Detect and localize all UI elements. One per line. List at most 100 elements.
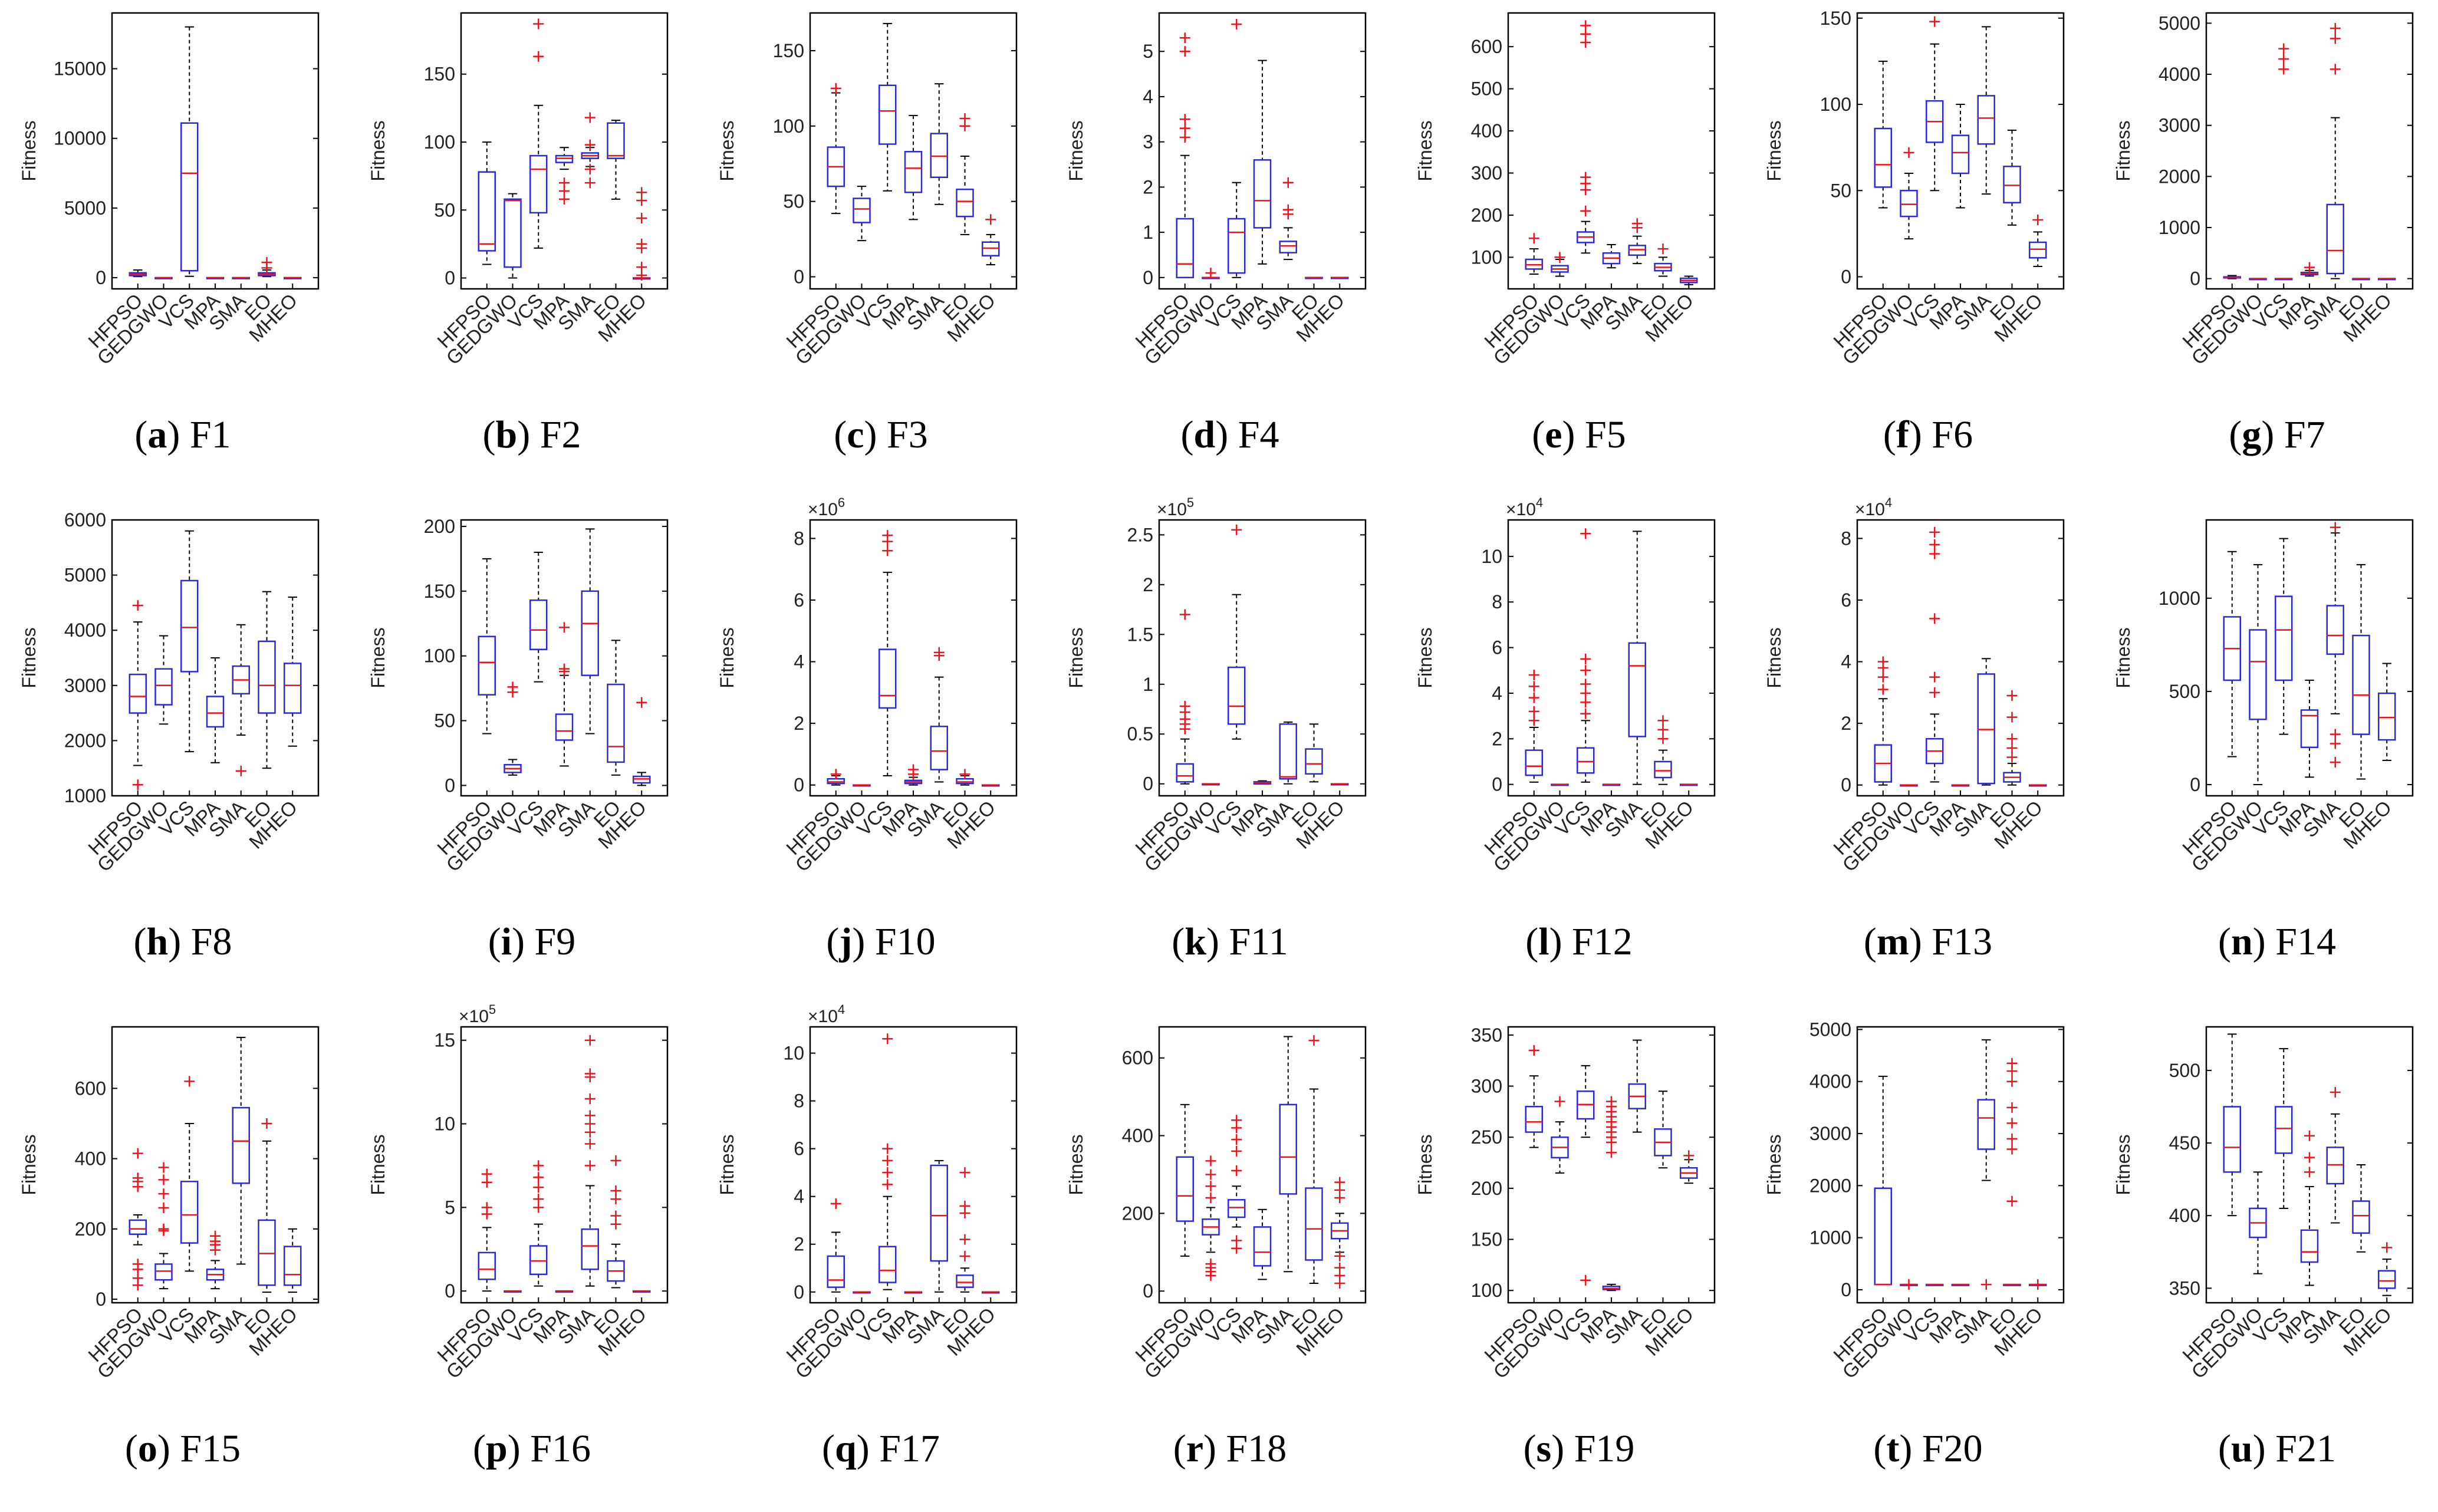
y-tick-label: 100 (424, 131, 455, 153)
box-vcs (1577, 1065, 1595, 1286)
y-tick-label: 500 (1471, 78, 1502, 100)
box-eo (1654, 1091, 1672, 1169)
panel-caption: (f) F6 (1883, 413, 1973, 456)
iqr-box (1305, 748, 1323, 775)
y-axis-label: Fitness (18, 1134, 40, 1195)
y-tick-label: 4 (794, 1186, 804, 1207)
outlier-marker (158, 1162, 169, 1173)
iqr-box (555, 713, 574, 741)
y-tick-label: 8 (1841, 528, 1851, 549)
box-mpa (1951, 104, 1970, 209)
box-eo (1654, 243, 1672, 277)
box-eo (2352, 1164, 2370, 1253)
y-tick-label: 0 (1143, 773, 1153, 795)
panel-f4: 0 1 2 3 4 5 Fitness HFPSO GEDGWO VCS MPA SMA EO MHEO(… (1047, 0, 1395, 498)
iqr-box (2249, 629, 2267, 720)
box-hfpso (1176, 32, 1194, 279)
y-tick-label: 2 (1143, 176, 1153, 197)
box-vcs (2275, 43, 2293, 281)
box-eo (956, 1167, 974, 1293)
box-eo (2003, 129, 2021, 226)
box-vcs (529, 18, 548, 249)
outlier-marker (132, 1172, 143, 1184)
outlier-marker (132, 1148, 143, 1159)
panel-caption: (h) F8 (133, 920, 232, 963)
box-gedgwo (1551, 783, 1569, 786)
outlier-marker (2006, 690, 2018, 701)
outlier-marker (584, 1110, 595, 1121)
panel-f7: 0 1000 2000 3000 4000 5000 Fitness HFPSO GEDGWO V… (2094, 0, 2438, 498)
y-tick-label: 100 (1471, 1280, 1502, 1301)
outlier-marker (882, 545, 893, 556)
outlier-marker (933, 647, 945, 658)
y-tick-label: 300 (1471, 1076, 1502, 1097)
box-mheo (284, 597, 302, 747)
box-mpa (904, 114, 923, 220)
outlier-marker (1231, 1145, 1242, 1157)
iqr-box (879, 84, 897, 145)
y-tick-label: 8 (1492, 591, 1502, 612)
caption-letter: l (1538, 920, 1549, 963)
box-mpa (1253, 1208, 1272, 1280)
outlier-marker (1528, 706, 1539, 717)
boxplot-f10: 02468×106FitnessHFPSOGEDGWOVCSMPASMAEOMH… (716, 495, 1018, 876)
outlier-marker (2006, 1076, 2018, 1087)
y-tick-label: 5000 (2159, 12, 2200, 34)
axes-frame (1856, 519, 2065, 797)
outlier-marker (1580, 697, 1591, 708)
y-axis-label: Fitness (2113, 627, 2134, 688)
boxplot-f6: 050100150FitnessHFPSOGEDGWOVCSMPASMAEOMH… (1763, 8, 2065, 369)
panel-f10: 0 2 4 6 8 ×106 Fitness HFPSO GEDGWO VCS MPA SMA EO MH… (698, 495, 1046, 1005)
outlier-marker (882, 1033, 893, 1045)
box-mheo (2378, 663, 2396, 761)
y-tick-label: 0 (96, 267, 106, 288)
y-tick-label: 50 (434, 199, 455, 220)
outlier-marker (959, 1250, 970, 1261)
outlier-marker (2006, 1133, 2018, 1144)
y-tick-label: 0 (1841, 266, 1851, 288)
y-tick-label: 0 (794, 1282, 804, 1303)
box-gedgwo (853, 784, 871, 787)
box-mpa (1951, 1283, 1970, 1286)
box-gedgwo (504, 193, 522, 279)
outlier-marker (1282, 177, 1294, 188)
box-mpa (1253, 60, 1272, 265)
outlier-marker (1308, 1035, 1320, 1046)
panel-caption: (n) F14 (2218, 920, 2336, 963)
outlier-marker (559, 177, 570, 189)
box-mpa (1602, 1096, 1621, 1292)
box-sma (1628, 531, 1646, 785)
outlier-marker (610, 1185, 621, 1196)
box-gedgwo (154, 635, 173, 725)
outlier-marker (1528, 670, 1539, 681)
box-hfpso (1874, 60, 1892, 209)
box-vcs (2275, 1047, 2293, 1209)
outlier-marker (584, 112, 595, 123)
box-hfpso (1874, 656, 1892, 786)
iqr-box (129, 1219, 147, 1235)
iqr-box (232, 1106, 250, 1184)
y-axis-label: Fitness (1065, 1134, 1087, 1195)
boxplot-f2: 050100150FitnessHFPSOGEDGWOVCSMPASMAEOMH… (367, 12, 669, 369)
box-hfpso (1176, 1103, 1194, 1257)
outlier-marker (533, 1194, 544, 1205)
y-tick-label: 0 (96, 1289, 106, 1310)
y-tick-label: 1000 (64, 785, 106, 806)
outlier-marker (1580, 20, 1591, 31)
y-exponent-label: ×105 (459, 1002, 496, 1026)
box-gedgwo (2249, 1171, 2267, 1274)
iqr-box (2326, 605, 2344, 655)
iqr-box (2352, 1200, 2370, 1234)
y-tick-label: 2 (1841, 713, 1851, 734)
y-tick-label: 400 (1471, 120, 1502, 141)
box-vcs (879, 1033, 897, 1290)
box-vcs (180, 530, 199, 753)
box-mpa (555, 622, 574, 767)
y-tick-label: 300 (1471, 163, 1502, 184)
boxplot-f15: 0200400600FitnessHFPSOGEDGWOVCSMPASMAEOM… (18, 1026, 320, 1383)
box-mheo (633, 697, 651, 786)
y-tick-label: 0 (1841, 775, 1851, 796)
iqr-box (2378, 1270, 2396, 1289)
y-tick-label: 600 (75, 1078, 106, 1099)
box-mpa (2300, 1130, 2319, 1286)
